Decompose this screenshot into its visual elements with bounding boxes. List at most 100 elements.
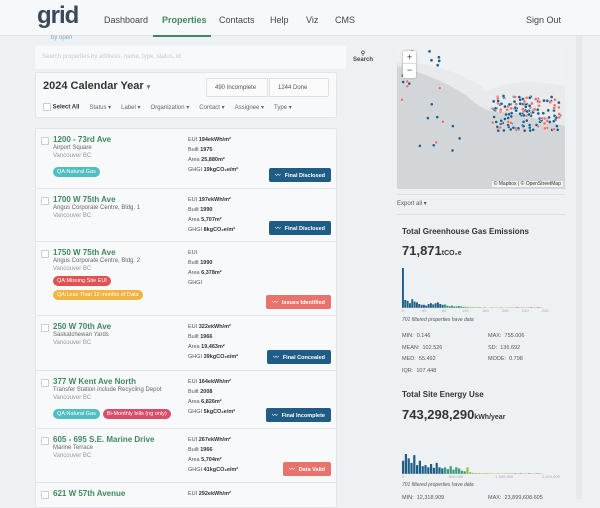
map-marker[interactable] — [430, 103, 433, 106]
nav-contacts[interactable]: Contacts — [219, 15, 255, 25]
map-marker[interactable] — [522, 114, 525, 117]
map-marker[interactable] — [530, 102, 533, 105]
row-checkbox[interactable] — [41, 437, 49, 445]
map-marker[interactable] — [518, 96, 521, 99]
map-marker[interactable] — [500, 119, 503, 122]
map-marker[interactable] — [515, 109, 518, 112]
map-marker[interactable] — [543, 127, 546, 130]
map-marker[interactable] — [534, 97, 537, 100]
map-marker[interactable] — [438, 59, 441, 62]
map-marker[interactable] — [553, 128, 556, 131]
incomplete-count[interactable]: 490 Incomplete — [206, 78, 268, 97]
map-marker[interactable] — [503, 117, 506, 120]
map-marker[interactable] — [494, 107, 497, 110]
map-marker[interactable] — [555, 125, 558, 128]
map-marker[interactable] — [542, 99, 545, 102]
map-marker[interactable] — [557, 106, 560, 109]
map-marker[interactable] — [437, 56, 440, 59]
map-marker[interactable] — [492, 100, 495, 103]
map-marker[interactable] — [537, 112, 540, 115]
select-all[interactable]: Select All — [43, 103, 79, 111]
property-address[interactable]: 1750 W 75th Ave — [53, 248, 116, 257]
map-marker[interactable] — [537, 104, 540, 107]
map-marker[interactable] — [533, 108, 536, 111]
map-marker[interactable] — [553, 107, 556, 110]
map-marker[interactable] — [541, 117, 544, 120]
map-marker[interactable] — [523, 100, 526, 103]
search-button[interactable]: ⚲Search — [352, 50, 374, 63]
export-all-dropdown[interactable]: Export all ▾ — [397, 200, 427, 207]
status-badge[interactable]: 〰Final Disclosed — [269, 221, 331, 235]
zoom-out-button[interactable]: − — [403, 64, 416, 77]
map-marker[interactable] — [507, 124, 510, 127]
property-map[interactable]: +− © Mapbox | © OpenStreetMap — [397, 46, 565, 189]
filter-organization[interactable]: Organization ▾ — [151, 104, 190, 111]
map-marker[interactable] — [496, 125, 499, 128]
map-marker[interactable] — [500, 102, 503, 105]
map-marker[interactable] — [556, 128, 559, 131]
property-address[interactable]: 377 W Kent Ave North — [53, 377, 136, 386]
map-marker[interactable] — [406, 85, 409, 88]
map-marker[interactable] — [529, 129, 532, 132]
nav-cms[interactable]: CMS — [335, 15, 355, 25]
zoom-in-button[interactable]: + — [403, 51, 416, 64]
map-marker[interactable] — [432, 144, 435, 147]
map-marker[interactable] — [548, 120, 551, 123]
property-address[interactable]: 250 W 70th Ave — [53, 322, 111, 331]
property-row[interactable]: 377 W Kent Ave North Transfer Station in… — [36, 371, 336, 429]
map-marker[interactable] — [550, 95, 553, 98]
scrollbar[interactable] — [576, 36, 582, 499]
period-selector[interactable]: 2024 Calendar Year ▾ — [43, 80, 150, 92]
map-marker[interactable] — [522, 125, 525, 128]
map-marker[interactable] — [512, 126, 515, 129]
map-marker[interactable] — [535, 123, 538, 126]
map-marker[interactable] — [543, 122, 546, 125]
map-marker[interactable] — [547, 109, 550, 112]
filter-type[interactable]: Type ▾ — [274, 104, 292, 111]
row-checkbox[interactable] — [41, 197, 49, 205]
map-marker[interactable] — [497, 129, 500, 132]
map-canvas[interactable] — [397, 46, 565, 189]
status-badge[interactable]: 〰Final Concealed — [267, 350, 331, 364]
property-row[interactable]: 1700 W 75th Ave Angus Corporate Centre, … — [36, 189, 336, 242]
map-marker[interactable] — [527, 113, 530, 116]
map-marker[interactable] — [555, 116, 558, 119]
map-marker[interactable] — [441, 120, 444, 123]
map-marker[interactable] — [528, 96, 531, 99]
map-marker[interactable] — [502, 94, 505, 97]
filter-status[interactable]: Status ▾ — [89, 104, 111, 111]
map-marker[interactable] — [430, 59, 433, 62]
map-marker[interactable] — [558, 116, 561, 119]
status-badge[interactable]: 〰Final Incomplete — [266, 408, 331, 422]
map-marker[interactable] — [532, 128, 535, 131]
map-marker[interactable] — [538, 100, 541, 103]
qa-tag[interactable]: Bi-Monthly bills (ng only) — [103, 409, 171, 419]
status-badge[interactable]: 〰Final Disclosed — [269, 168, 331, 182]
map-marker[interactable] — [547, 116, 550, 119]
map-marker[interactable] — [513, 100, 516, 103]
property-address[interactable]: 1200 - 73rd Ave — [53, 135, 111, 144]
property-address[interactable]: 621 W 57th Avenue — [53, 489, 125, 498]
map-marker[interactable] — [536, 108, 539, 111]
map-marker[interactable] — [553, 98, 556, 101]
map-marker[interactable] — [507, 113, 510, 116]
map-marker[interactable] — [514, 106, 517, 109]
map-marker[interactable] — [451, 125, 454, 128]
map-attribution[interactable]: © Mapbox | © OpenStreetMap — [492, 181, 563, 187]
property-address[interactable]: 1700 W 75th Ave — [53, 195, 116, 204]
map-marker[interactable] — [522, 120, 525, 123]
qa-tag[interactable]: QA:Less Than 12 months of Data — [53, 290, 143, 300]
map-marker[interactable] — [523, 129, 526, 132]
nav-help[interactable]: Help — [270, 15, 289, 25]
row-checkbox[interactable] — [41, 137, 49, 145]
qa-tag[interactable]: QA:Missing Site EUI — [53, 276, 111, 286]
map-marker[interactable] — [514, 95, 517, 98]
map-marker[interactable] — [542, 112, 545, 115]
map-marker[interactable] — [521, 108, 524, 111]
row-checkbox[interactable] — [41, 250, 49, 258]
map-marker[interactable] — [438, 87, 441, 90]
map-marker[interactable] — [436, 64, 439, 67]
